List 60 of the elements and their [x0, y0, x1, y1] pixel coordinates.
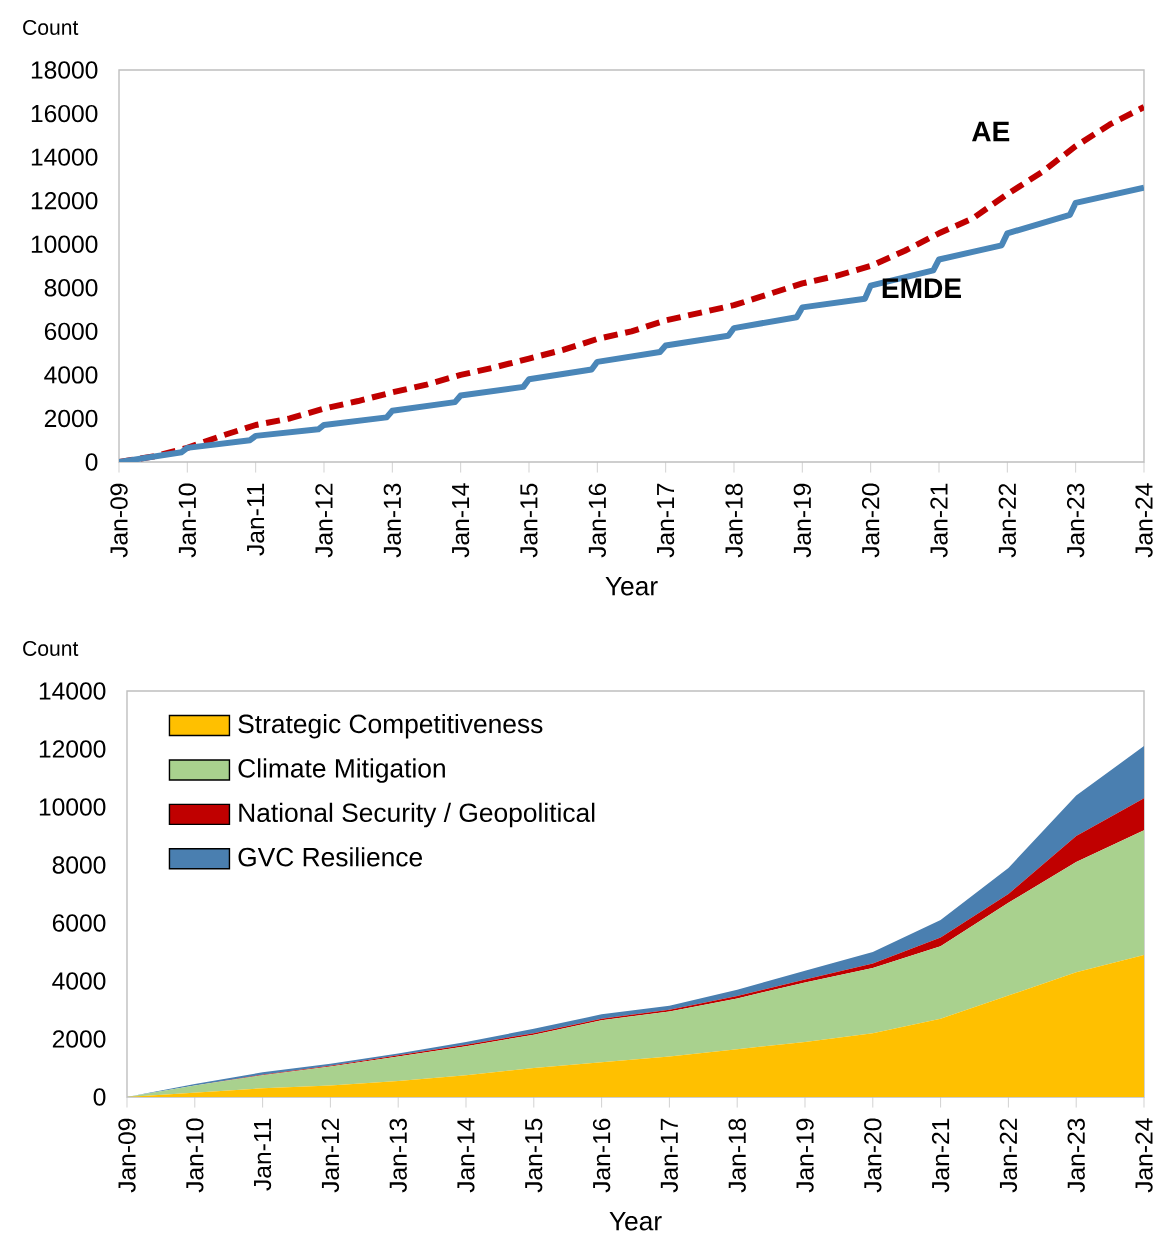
series-label: AE — [972, 121, 1010, 142]
y-tick-label: 0 — [85, 453, 98, 471]
y-tick-label: 6000 — [44, 322, 98, 341]
x-tick-label: Jan-24 — [1135, 1118, 1153, 1193]
y-axis-title: Count — [23, 641, 79, 656]
x-tick-label: Jan-12 — [321, 1118, 340, 1193]
y-tick-label: 10000 — [31, 235, 98, 253]
x-tick-label: Jan-13 — [383, 483, 402, 558]
x-tick-label: Jan-19 — [796, 1118, 814, 1193]
legend-label: GVC Resilience — [238, 847, 423, 867]
x-tick-label: Jan-15 — [525, 1118, 543, 1193]
y-tick-label: 2000 — [52, 1030, 106, 1048]
y-tick-label: 12000 — [39, 740, 106, 758]
x-tick-label: Jan-22 — [999, 1118, 1018, 1193]
y-tick-label: 18000 — [31, 61, 98, 79]
x-tick-label: Jan-18 — [728, 1118, 746, 1193]
y-tick-label: 14000 — [39, 682, 106, 700]
x-tick-label: Jan-24 — [1135, 483, 1153, 558]
x-tick-label: Jan-19 — [793, 483, 812, 558]
y-tick-label: 14000 — [31, 148, 98, 166]
x-tick-label: Jan-11 — [254, 1118, 272, 1191]
legend-label: Strategic Competitiveness — [238, 713, 543, 739]
y-tick-label: 4000 — [44, 366, 98, 384]
x-tick-label: Jan-14 — [452, 483, 470, 558]
legend-label: National Security / Geopolitical — [239, 802, 595, 828]
x-tick-label: Jan-10 — [186, 1118, 204, 1193]
x-tick-label: Jan-16 — [592, 1118, 611, 1193]
y-tick-label: 6000 — [52, 914, 106, 932]
y-tick-label: 4000 — [52, 972, 106, 990]
series-label: EMDE — [882, 278, 961, 298]
x-tick-label: Jan-16 — [588, 483, 607, 558]
x-tick-label: Jan-20 — [862, 483, 880, 558]
x-tick-label: Jan-17 — [660, 1118, 678, 1193]
x-tick-label: Jan-10 — [178, 483, 197, 558]
x-tick-label: Jan-18 — [725, 483, 743, 558]
x-tick-label: Jan-21 — [931, 1118, 950, 1193]
x-tick-label: Jan-09 — [110, 483, 128, 558]
y-tick-label: 10000 — [39, 798, 106, 816]
x-tick-label: Jan-20 — [864, 1118, 882, 1193]
x-axis-title: Year — [605, 577, 658, 596]
x-tick-label: Jan-22 — [998, 483, 1017, 558]
y-axis-title: Count — [23, 20, 79, 35]
y-tick-label: 8000 — [44, 279, 98, 297]
x-axis-title: Year — [609, 1212, 662, 1231]
x-tick-label: Jan-21 — [930, 483, 948, 558]
x-tick-label: Jan-09 — [118, 1118, 136, 1193]
legend-label: Climate Mitigation — [238, 758, 445, 783]
y-tick-label: 0 — [93, 1088, 106, 1106]
x-tick-label: Jan-17 — [657, 483, 675, 558]
x-tick-label: Jan-23 — [1067, 1118, 1085, 1193]
y-tick-label: 16000 — [31, 104, 98, 123]
x-tick-label: Jan-11 — [247, 483, 265, 556]
y-tick-label: 2000 — [44, 409, 98, 428]
y-tick-label: 8000 — [52, 856, 106, 874]
x-tick-label: Jan-23 — [1067, 483, 1085, 558]
x-tick-label: Jan-15 — [520, 483, 538, 558]
y-tick-label: 12000 — [31, 192, 98, 210]
x-tick-label: Jan-13 — [389, 1118, 407, 1193]
x-tick-label: Jan-14 — [457, 1118, 475, 1193]
x-tick-label: Jan-12 — [315, 483, 333, 558]
